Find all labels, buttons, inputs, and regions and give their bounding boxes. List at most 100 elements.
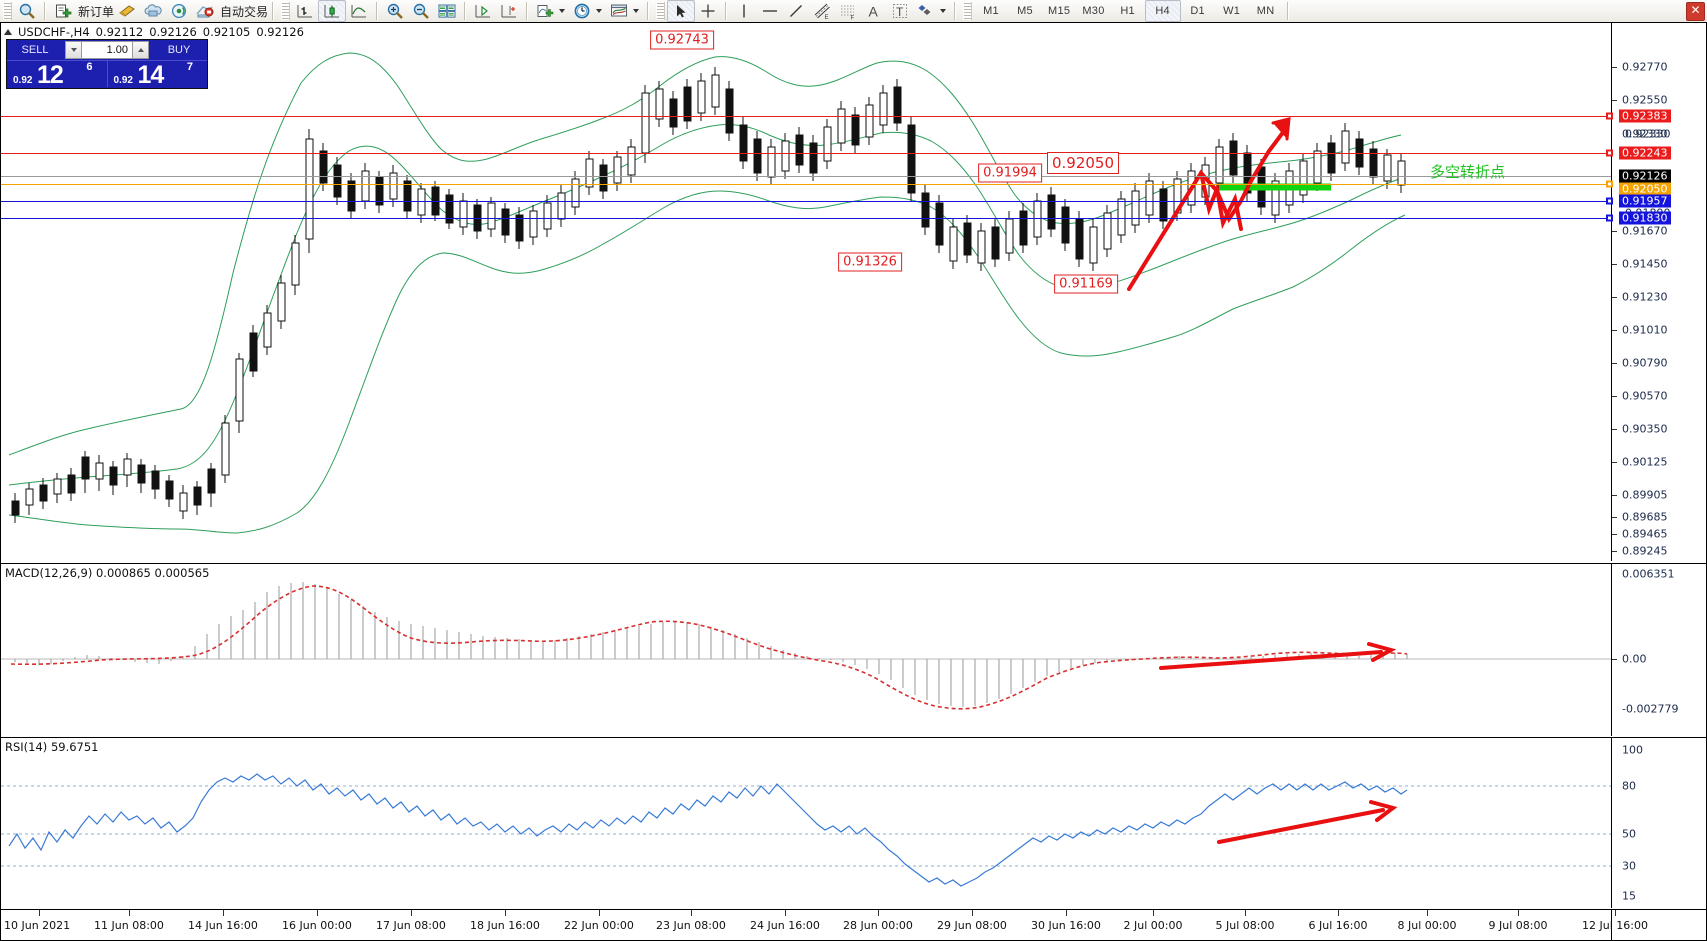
close-icon[interactable]: ✕ xyxy=(1686,2,1705,21)
period-m1[interactable]: M1 xyxy=(983,5,999,17)
level-line-0-92243[interactable] xyxy=(1,153,1611,154)
current-price-badge: 0.92126 xyxy=(1619,169,1671,183)
text-icon[interactable]: A xyxy=(861,1,887,21)
crosshair-icon[interactable] xyxy=(695,1,721,21)
annotation-pending[interactable]: 0.92050 xyxy=(1046,152,1120,174)
resistance-level-2-badge[interactable]: 0.92243 xyxy=(1619,146,1671,160)
macd-axis-divider xyxy=(1611,564,1612,736)
macd-plot[interactable] xyxy=(1,564,1611,736)
zoom-out-icon[interactable] xyxy=(408,1,434,21)
buy-price[interactable]: 0.92 14 7 xyxy=(106,60,207,89)
level-handle-0-91957[interactable] xyxy=(1606,197,1613,205)
volume-input[interactable]: 1.00 xyxy=(82,41,132,59)
shapes-icon[interactable] xyxy=(913,1,939,21)
svg-text:E: E xyxy=(825,15,829,20)
level-line-0-92050[interactable] xyxy=(1,184,1611,185)
price-tick: 0.91670 xyxy=(1622,224,1668,238)
level-line-0-92383[interactable] xyxy=(1,116,1611,117)
annotation-low-2[interactable]: 0.91169 xyxy=(1054,274,1118,294)
level-line-0-91830[interactable] xyxy=(1,218,1611,219)
tile-windows-icon[interactable] xyxy=(434,1,460,21)
toolbar-grip-periods[interactable] xyxy=(963,2,973,20)
text-label-icon[interactable]: T xyxy=(887,1,913,21)
periods-icon[interactable] xyxy=(569,1,595,21)
autoscroll-icon[interactable] xyxy=(470,1,496,21)
level-handle-0-92243[interactable] xyxy=(1606,149,1613,157)
toolbar-separator xyxy=(44,2,46,20)
collapse-triangle-icon[interactable] xyxy=(4,29,12,35)
support-level-2-badge[interactable]: 0.91830 xyxy=(1619,211,1671,225)
rsi-plot[interactable] xyxy=(1,738,1611,908)
period-m5[interactable]: M5 xyxy=(1017,5,1033,17)
annotation-mid[interactable]: 0.91994 xyxy=(978,163,1042,183)
trend-arrow-correction xyxy=(1199,171,1243,231)
time-tick xyxy=(691,910,692,916)
buy-button[interactable]: BUY xyxy=(167,44,191,56)
time-tick-label: 2 Jul 00:00 xyxy=(1123,919,1183,932)
time-tick-label: 12 Jul 16:00 xyxy=(1582,919,1648,932)
zoom-find-icon[interactable] xyxy=(14,1,40,21)
one-click-trading-panel[interactable]: SELL 1.00 BUY 0.92 12 6 0.92 14 7 xyxy=(6,39,208,89)
price-pane[interactable]: USDCHF-,H4 0.92112 0.92126 0.92105 0.921… xyxy=(1,23,1706,561)
sell-price[interactable]: 0.92 12 6 xyxy=(7,60,107,89)
pending-order-badge[interactable]: 0.92050 xyxy=(1619,182,1671,196)
period-m15[interactable]: M15 xyxy=(1048,5,1071,17)
horizontal-line-icon[interactable] xyxy=(757,1,783,21)
fibonacci-icon[interactable]: F xyxy=(835,1,861,21)
equidistant-channel-icon[interactable]: E xyxy=(809,1,835,21)
data-window-icon[interactable] xyxy=(140,1,166,21)
templates-dropdown-caret[interactable] xyxy=(633,9,640,13)
time-tick-label: 9 Jul 08:00 xyxy=(1488,919,1548,932)
shapes-dropdown-caret[interactable] xyxy=(940,9,947,13)
turning-point-note[interactable]: 多空转折点 xyxy=(1430,163,1506,181)
period-m30[interactable]: M30 xyxy=(1082,5,1105,17)
period-d1[interactable]: D1 xyxy=(1190,5,1205,17)
toolbar-separator-7 xyxy=(725,2,728,20)
period-mn[interactable]: MN xyxy=(1256,5,1275,17)
time-axis[interactable]: 10 Jun 2021 11 Jun 08:00 14 Jun 16:00 16 Ju… xyxy=(1,909,1706,941)
toolbar-grip-charts[interactable] xyxy=(281,2,291,20)
bar-chart-icon[interactable] xyxy=(292,1,318,21)
cursor-icon[interactable] xyxy=(667,0,696,22)
period-h1[interactable]: H1 xyxy=(1120,5,1135,17)
chart-shift-icon[interactable] xyxy=(496,1,522,21)
trendline-icon[interactable] xyxy=(783,1,809,21)
periods-dropdown-caret[interactable] xyxy=(596,9,603,13)
sell-button[interactable]: SELL xyxy=(21,44,49,56)
support-level-badge[interactable]: 0.91957 xyxy=(1619,194,1671,208)
volume-decrease-icon[interactable] xyxy=(65,41,82,59)
volume-stepper[interactable]: 1.00 xyxy=(65,41,149,59)
annotation-low-1[interactable]: 0.91326 xyxy=(838,252,902,272)
templates-icon[interactable] xyxy=(606,1,632,21)
resistance-level-badge[interactable]: 0.92383 xyxy=(1619,109,1671,123)
annotation-high[interactable]: 0.92743 xyxy=(650,30,714,50)
level-line-0-91957[interactable] xyxy=(1,201,1611,202)
period-w1[interactable]: W1 xyxy=(1223,5,1241,17)
time-tick xyxy=(1066,910,1067,916)
autotrading-button[interactable] xyxy=(192,1,218,21)
level-handle-0-91830[interactable] xyxy=(1606,214,1613,222)
candlestick-chart-icon[interactable] xyxy=(318,0,347,22)
line-chart-icon[interactable] xyxy=(346,1,372,21)
market-watch-icon[interactable] xyxy=(114,1,140,21)
level-handle-0-92050[interactable] xyxy=(1606,180,1613,188)
zoom-in-icon[interactable] xyxy=(382,1,408,21)
candlestick-series xyxy=(11,67,1406,523)
time-tick-label: 6 Jul 16:00 xyxy=(1308,919,1368,932)
period-h4[interactable]: H4 xyxy=(1144,0,1181,22)
svg-text:F: F xyxy=(851,16,855,21)
volume-increase-icon[interactable] xyxy=(132,41,149,59)
vertical-line-icon[interactable] xyxy=(731,1,757,21)
new-order-button[interactable] xyxy=(50,1,76,21)
price-tick: 0.90570 xyxy=(1622,389,1668,403)
toolbar-grip-standard[interactable] xyxy=(3,2,12,20)
toolbar-grip-studies[interactable] xyxy=(656,2,666,20)
indicators-icon[interactable] xyxy=(532,1,558,21)
macd-pane[interactable]: MACD(12,26,9) 0.000865 0.000565 xyxy=(1,563,1706,736)
rsi-pane[interactable]: RSI(14) 59.6751 100 80 50 30 15 xyxy=(1,737,1706,908)
price-plot[interactable] xyxy=(1,23,1611,561)
navigator-icon[interactable] xyxy=(166,1,192,21)
level-line-current xyxy=(1,176,1611,177)
indicators-dropdown-caret[interactable] xyxy=(559,9,566,13)
level-handle-0-92383[interactable] xyxy=(1606,112,1613,120)
